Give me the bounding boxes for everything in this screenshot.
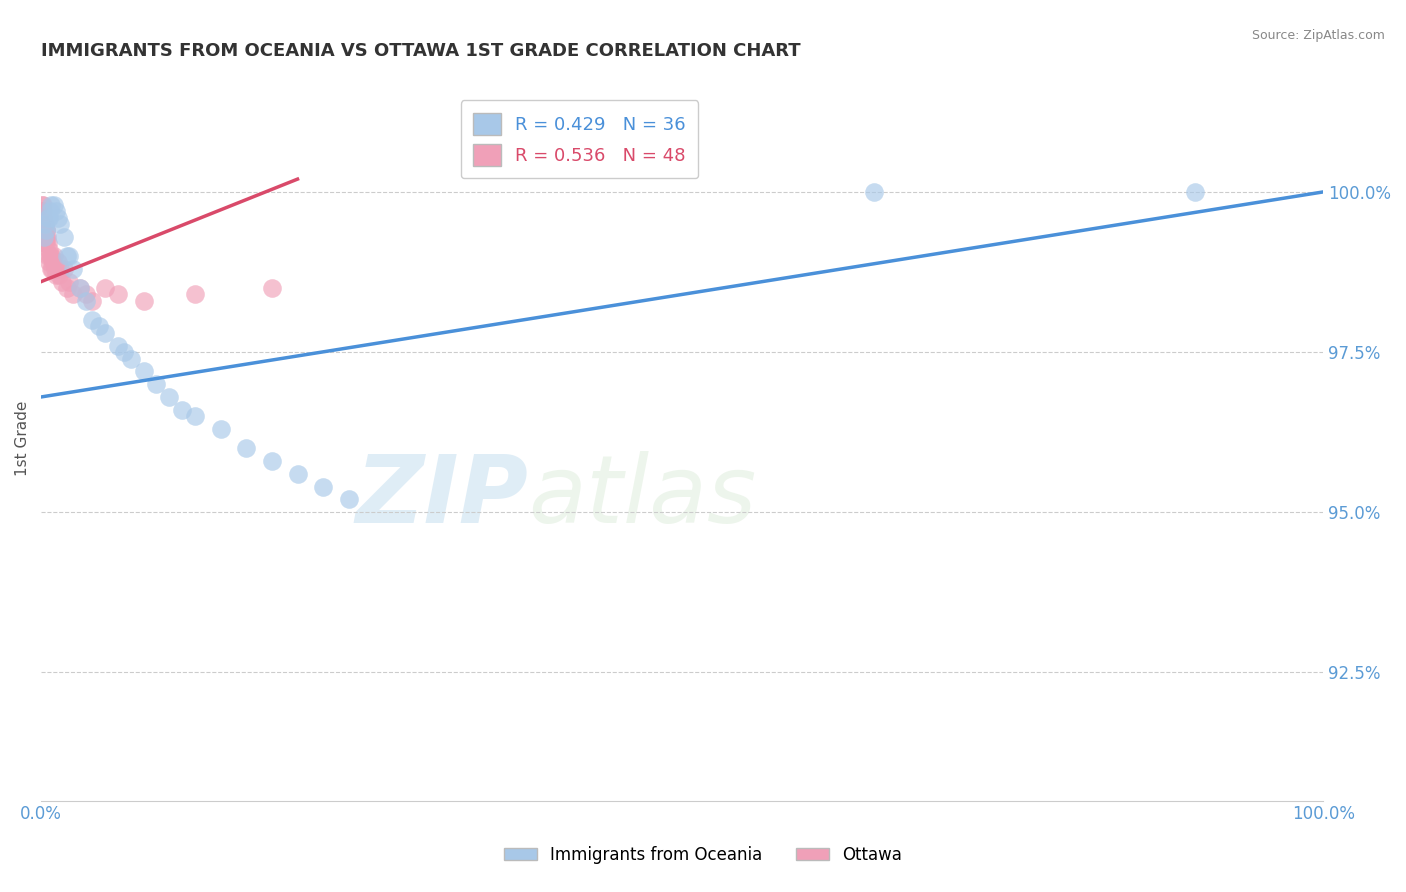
Point (49, 217, 72, 231)
Point (62, 287, 84, 301)
Point (41, 261, 63, 276)
Point (157, 390, 180, 404)
Point (75, 287, 97, 301)
Point (31, 204, 53, 219)
Point (209, 422, 232, 436)
Point (31, 198, 53, 212)
Point (32, 211, 55, 225)
Point (87, 319, 110, 334)
Point (34, 223, 56, 237)
Point (35, 236, 58, 251)
Point (337, 492, 360, 507)
Legend: Immigrants from Oceania, Ottawa: Immigrants from Oceania, Ottawa (496, 839, 910, 871)
Point (37, 249, 59, 263)
Point (35, 229, 58, 244)
Point (31, 198, 53, 212)
Point (94, 326, 117, 340)
Point (260, 281, 283, 295)
Point (55, 249, 77, 263)
Point (132, 364, 155, 378)
Point (145, 377, 167, 392)
Point (39, 249, 62, 263)
Point (32, 204, 55, 219)
Point (42, 249, 65, 263)
Point (37, 236, 59, 251)
Point (82, 293, 104, 308)
Point (44, 261, 66, 276)
Point (172, 402, 194, 417)
Y-axis label: 1st Grade: 1st Grade (15, 401, 30, 476)
Point (184, 287, 207, 301)
Point (107, 287, 129, 301)
Point (863, 185, 886, 199)
Point (58, 249, 80, 263)
Point (114, 345, 136, 359)
Point (35, 229, 58, 244)
Text: Source: ZipAtlas.com: Source: ZipAtlas.com (1251, 29, 1385, 43)
Point (31, 211, 53, 225)
Point (287, 467, 309, 481)
Point (69, 281, 91, 295)
Point (32, 229, 55, 244)
Point (41, 198, 63, 212)
Point (32, 223, 55, 237)
Point (34, 217, 56, 231)
Point (55, 281, 77, 295)
Point (45, 204, 67, 219)
Point (34, 236, 56, 251)
Point (94, 281, 117, 295)
Point (34, 217, 56, 231)
Text: atlas: atlas (529, 451, 756, 542)
Point (1184, 185, 1206, 199)
Point (38, 211, 60, 225)
Point (41, 249, 63, 263)
Point (132, 293, 155, 308)
Point (32, 229, 55, 244)
Point (82, 313, 104, 327)
Point (39, 204, 62, 219)
Point (46, 255, 69, 269)
Point (35, 223, 58, 237)
Point (46, 211, 69, 225)
Point (34, 229, 56, 244)
Point (184, 409, 207, 424)
Point (53, 261, 76, 276)
Point (120, 351, 142, 366)
Point (35, 223, 58, 237)
Point (53, 229, 76, 244)
Point (34, 223, 56, 237)
Point (37, 211, 59, 225)
Point (107, 339, 129, 353)
Point (32, 217, 55, 231)
Text: IMMIGRANTS FROM OCEANIA VS OTTAWA 1ST GRADE CORRELATION CHART: IMMIGRANTS FROM OCEANIA VS OTTAWA 1ST GR… (41, 42, 801, 60)
Point (260, 454, 283, 468)
Point (58, 275, 80, 289)
Point (312, 480, 335, 494)
Point (62, 261, 84, 276)
Text: ZIP: ZIP (356, 450, 529, 542)
Point (51, 275, 73, 289)
Point (38, 255, 60, 269)
Point (69, 281, 91, 295)
Point (38, 243, 60, 257)
Point (48, 268, 70, 283)
Point (45, 268, 67, 283)
Point (32, 217, 55, 231)
Point (41, 255, 63, 269)
Point (31, 217, 53, 231)
Legend: R = 0.429   N = 36, R = 0.536   N = 48: R = 0.429 N = 36, R = 0.536 N = 48 (461, 100, 699, 178)
Point (75, 293, 97, 308)
Point (235, 441, 257, 455)
Point (42, 198, 65, 212)
Point (39, 261, 62, 276)
Point (49, 261, 72, 276)
